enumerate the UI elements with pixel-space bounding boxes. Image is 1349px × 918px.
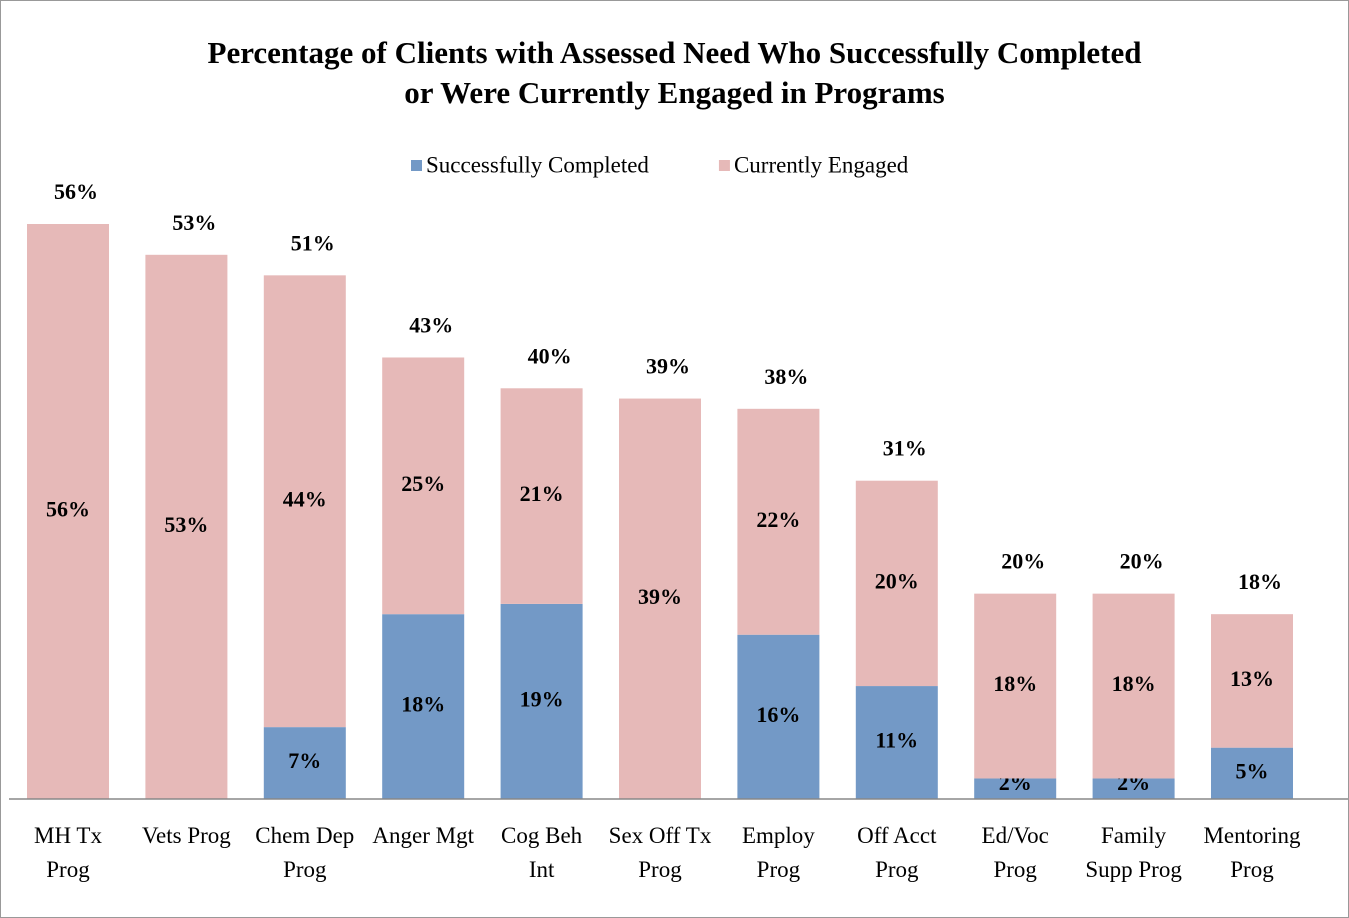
- data-label: 22%: [756, 507, 800, 532]
- data-label: 18%: [401, 692, 445, 717]
- x-tick-label: Ed/Voc Prog: [981, 823, 1049, 882]
- legend-swatch: [718, 160, 730, 171]
- x-tick-label: Sex Off Tx Prog: [608, 823, 712, 882]
- data-label: 20%: [875, 568, 919, 593]
- data-label: 56%: [46, 497, 90, 522]
- data-label: 25%: [401, 471, 445, 496]
- bar-segment: [855, 686, 938, 799]
- x-tick-label: Cog Beh Int: [501, 823, 583, 882]
- data-label: 16%: [756, 702, 800, 727]
- bar-segment: [619, 398, 701, 799]
- bar-segment: [974, 593, 1057, 779]
- total-label: 40%: [528, 343, 572, 368]
- data-label: 53%: [164, 512, 208, 537]
- x-tick-label: Anger Mgt: [372, 823, 474, 848]
- total-label: 20%: [1120, 549, 1164, 574]
- bar-segment: [737, 408, 820, 635]
- bar-segment: [974, 778, 1057, 799]
- data-label: 21%: [520, 481, 564, 506]
- bar-segment: [855, 480, 938, 687]
- bar-segment: [382, 357, 465, 615]
- data-label: 18%: [1112, 671, 1156, 696]
- bar-segment: [145, 254, 228, 799]
- x-tick-label: Employ Prog: [741, 823, 815, 882]
- data-label: 7%: [288, 748, 321, 773]
- data-label: 44%: [283, 486, 327, 511]
- bar-segment: [1092, 593, 1175, 779]
- bar-segment: [500, 388, 583, 604]
- bar-segment: [382, 614, 465, 799]
- x-tick-label: MH Tx Prog: [34, 823, 102, 882]
- x-tick-label: Family Supp Prog: [1085, 823, 1182, 882]
- x-tick-label: Vets Prog: [141, 823, 231, 848]
- x-tick-label: Chem Dep Prog: [255, 823, 355, 882]
- total-label: 20%: [1001, 549, 1045, 574]
- bar-segment: [1211, 747, 1293, 799]
- data-label: 5%: [1236, 758, 1269, 783]
- bar-segment: [1211, 614, 1293, 748]
- data-label: 39%: [638, 584, 682, 609]
- x-tick-label: Mentoring Prog: [1203, 823, 1301, 882]
- bar-segment: [27, 224, 109, 799]
- total-label: 18%: [1238, 569, 1282, 594]
- total-label: 31%: [883, 436, 927, 461]
- total-label: 38%: [764, 364, 808, 389]
- bar-segment: [500, 603, 583, 799]
- total-label: 39%: [646, 354, 690, 379]
- bar-segment: [263, 727, 346, 799]
- legend-label: Currently Engaged: [734, 152, 909, 177]
- data-label: 13%: [1230, 666, 1274, 691]
- total-label: 56%: [54, 179, 98, 204]
- legend-label: Successfully Completed: [426, 152, 649, 177]
- chart-title: Percentage of Clients with Assessed Need…: [207, 35, 1142, 110]
- data-label: 19%: [520, 687, 564, 712]
- total-label: 43%: [409, 313, 453, 338]
- total-label: 53%: [172, 210, 216, 235]
- data-label: 11%: [875, 728, 918, 753]
- bar-segment: [263, 275, 346, 728]
- x-tick-label: Off Acct Prog: [857, 823, 937, 882]
- data-label: 18%: [993, 671, 1037, 696]
- total-label: 51%: [291, 230, 335, 255]
- legend-swatch: [411, 160, 422, 171]
- bar-segment: [1092, 778, 1175, 799]
- bar-segment: [737, 634, 820, 799]
